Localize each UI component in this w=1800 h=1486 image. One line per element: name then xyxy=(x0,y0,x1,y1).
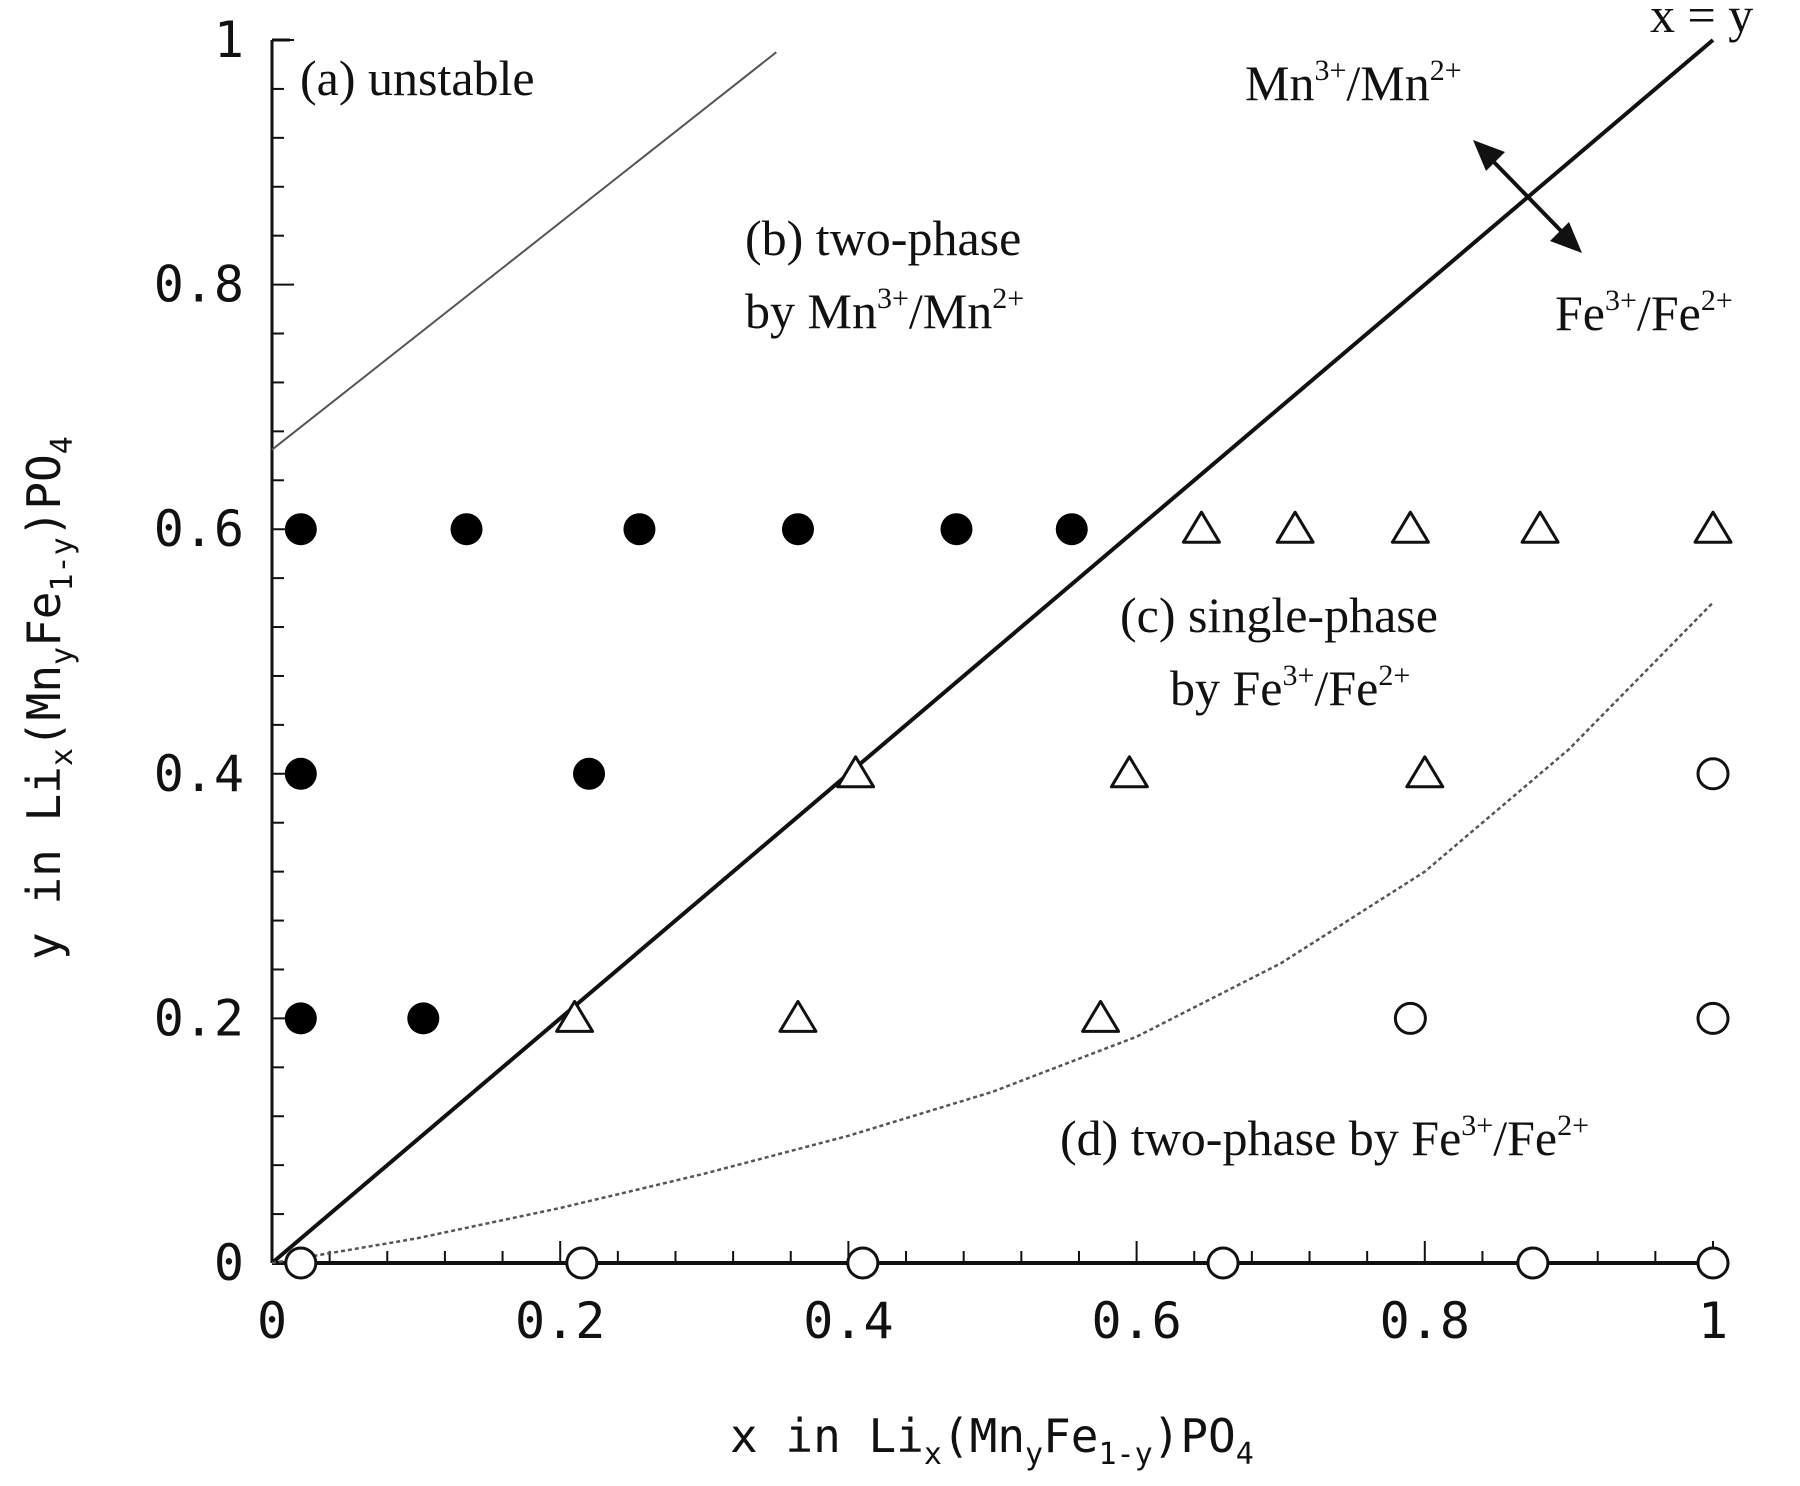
double-arrow-head-top xyxy=(1473,140,1505,171)
x-tick-label: 0.4 xyxy=(803,1292,893,1350)
point-open-triangle xyxy=(1275,510,1315,544)
point-open-circle xyxy=(565,1246,599,1280)
region-c-by-fe: by Fe xyxy=(1170,660,1283,716)
x-tick-label: 0.8 xyxy=(1380,1292,1470,1350)
region-c-label-line2: by Fe3+/Fe2+ xyxy=(1170,659,1410,716)
y-tick-label: 0.2 xyxy=(154,989,244,1047)
arrow-bottom-sup3: 3+ xyxy=(1605,284,1637,317)
y-tick-label: 0.4 xyxy=(154,745,244,803)
y-axis-title-fe: Fe xyxy=(17,592,71,647)
point-open-triangle xyxy=(1405,755,1445,789)
y-axis-title-mid: (Mn xyxy=(17,665,71,748)
arrow-top-mn: Mn xyxy=(1245,55,1314,111)
point-open-triangle xyxy=(1520,510,1560,544)
point-open-circle xyxy=(1516,1246,1550,1280)
x-tick-label: 1 xyxy=(1698,1292,1728,1350)
point-open-triangle xyxy=(836,755,876,789)
arrow-top-label: Mn3+/Mn2+ xyxy=(1245,54,1462,111)
y-axis-title: y in Lix(MnyFe1-y)PO4 xyxy=(17,436,80,960)
point-filled-circle xyxy=(573,757,606,790)
line-label-x-equals-y: x = y xyxy=(1650,0,1753,43)
y-tick-label: 1 xyxy=(214,11,244,69)
x-axis-title-sub-x: x xyxy=(924,1437,942,1472)
boundary-line-thin xyxy=(271,51,777,451)
x-tick-label: 0 xyxy=(257,1292,287,1350)
point-open-triangle xyxy=(1693,510,1733,544)
point-filled-circle xyxy=(1055,513,1088,546)
region-d-text: (d) two-phase by Fe xyxy=(1060,1110,1461,1166)
point-open-circle xyxy=(1393,1001,1427,1035)
y-axis-title-sub-y: y xyxy=(45,647,80,665)
region-d-sup3: 3+ xyxy=(1461,1109,1493,1142)
point-open-circle xyxy=(1696,757,1730,791)
x-tick-label: 0.6 xyxy=(1091,1292,1181,1350)
region-c-sep: /Fe xyxy=(1314,660,1378,716)
arrow-bottom-sep: /Fe xyxy=(1637,285,1701,341)
point-filled-circle xyxy=(284,757,317,790)
region-c-sup2: 2+ xyxy=(1378,659,1410,692)
y-axis-title-po: )PO xyxy=(17,454,71,537)
region-b-sep: /Mn xyxy=(909,283,992,339)
region-c-label-line1: (c) single-phase xyxy=(1120,587,1438,643)
region-d-sep: /Fe xyxy=(1493,1110,1557,1166)
region-d-label: (d) two-phase by Fe3+/Fe2+ xyxy=(1060,1109,1589,1166)
point-open-triangle xyxy=(1081,999,1121,1033)
point-filled-circle xyxy=(284,513,317,546)
arrow-bottom-fe: Fe xyxy=(1555,285,1605,341)
double-arrow xyxy=(1473,140,1582,253)
double-arrow-shaft xyxy=(1488,156,1567,237)
arrow-top-sup2: 2+ xyxy=(1430,54,1462,87)
point-filled-circle xyxy=(781,513,814,546)
point-open-circle xyxy=(284,1246,318,1280)
y-tick-label: 0.6 xyxy=(154,500,244,558)
point-filled-circle xyxy=(623,513,656,546)
double-arrow-head-bottom xyxy=(1550,222,1582,253)
arrow-top-sup3: 3+ xyxy=(1314,54,1346,87)
point-open-circle xyxy=(1206,1246,1240,1280)
x-tick-label: 0.2 xyxy=(515,1292,605,1350)
y-tick-label: 0.8 xyxy=(154,256,244,314)
point-filled-circle xyxy=(450,513,483,546)
boundary-line-solid-thick xyxy=(270,38,1715,1265)
arrow-bottom-sup2: 2+ xyxy=(1701,284,1733,317)
x-axis-title-fe: Fe xyxy=(1043,1409,1098,1463)
point-open-circle xyxy=(1696,1001,1730,1035)
region-b-sup2: 2+ xyxy=(992,282,1024,315)
point-open-triangle xyxy=(555,999,595,1033)
region-a-label: (a) unstable xyxy=(300,50,535,106)
region-c-sup3: 3+ xyxy=(1283,659,1315,692)
point-filled-circle xyxy=(407,1002,440,1035)
region-b-label-line1: (b) two-phase xyxy=(745,210,1021,266)
tick-labels: 0 0.2 0.4 0.6 0.8 1 0 0.2 0.4 0.6 0.8 1 xyxy=(154,11,1728,1350)
x-axis-title-sub-y: y xyxy=(1025,1437,1043,1472)
point-open-triangle xyxy=(1181,510,1221,544)
boundary-lines xyxy=(270,38,1715,1265)
point-open-triangle xyxy=(1390,510,1430,544)
point-filled-circle xyxy=(284,1002,317,1035)
ticks xyxy=(271,39,1714,1264)
point-filled-circle xyxy=(940,513,973,546)
point-open-triangle xyxy=(778,999,818,1033)
region-d-sup2: 2+ xyxy=(1557,1109,1589,1142)
arrow-bottom-label: Fe3+/Fe2+ xyxy=(1555,284,1733,341)
x-axis-title-mid: (Mn xyxy=(942,1409,1025,1463)
x-axis-title: x in Lix(MnyFe1-y)PO4 xyxy=(730,1409,1254,1472)
point-open-triangle xyxy=(1109,755,1149,789)
data-points xyxy=(284,510,1733,1280)
boundary-line-dotted xyxy=(271,601,1714,1265)
x-axis-title-sub-1y: 1-y xyxy=(1098,1437,1152,1472)
region-b-sup3: 3+ xyxy=(877,282,909,315)
x-axis-title-po: )PO xyxy=(1153,1409,1236,1463)
region-b-label-line2: by Mn3+/Mn2+ xyxy=(745,282,1024,339)
y-tick-label: 0 xyxy=(214,1234,244,1292)
y-axis-title-sub-4: 4 xyxy=(45,436,80,454)
point-open-circle xyxy=(846,1246,880,1280)
point-open-circle xyxy=(1696,1246,1730,1280)
y-axis-title-sub-1y: 1-y xyxy=(45,537,80,591)
region-b-by-mn: by Mn xyxy=(745,283,877,339)
arrow-top-sep: /Mn xyxy=(1346,55,1429,111)
y-axis-title-sub-x: x xyxy=(45,748,80,766)
x-axis-title-sub-4: 4 xyxy=(1236,1437,1254,1472)
